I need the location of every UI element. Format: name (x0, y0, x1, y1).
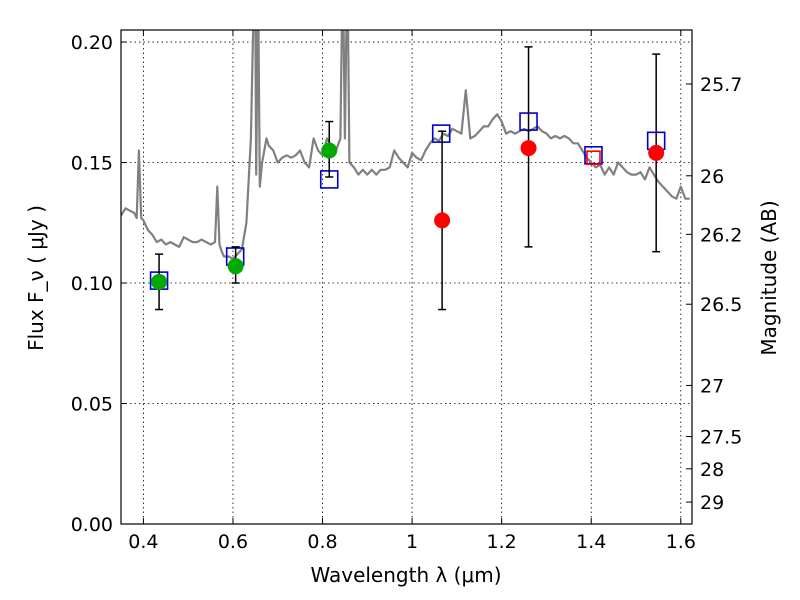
x-tick-label: 1.6 (666, 531, 696, 553)
right-tick-label: 28 (700, 459, 724, 481)
y-tick-label: 0.20 (71, 32, 113, 54)
x-tick-label: 1.4 (576, 531, 606, 553)
data-point (434, 212, 451, 229)
data-point (151, 273, 168, 290)
red-square-marker (586, 150, 601, 166)
data-point (227, 258, 244, 275)
x-tick-label: 0.4 (128, 531, 158, 553)
y-tick-label: 0.10 (71, 273, 113, 295)
y-tick-label: 0.15 (71, 153, 113, 175)
right-tick-label: 26 (700, 166, 724, 188)
y-axis-right-label: Magnitude (AB) (757, 200, 781, 355)
right-tick-label: 29 (700, 492, 724, 514)
data-point (648, 144, 665, 161)
data-point (520, 140, 537, 157)
y-axis-label: Flux F_ν ( μJy ) (24, 205, 48, 351)
data-layer (121, 30, 690, 311)
spectrum-line (121, 30, 690, 260)
y-tick-label: 0.05 (71, 394, 113, 416)
data-point (321, 142, 338, 159)
x-axis-label: Wavelength λ (μm) (310, 563, 501, 587)
x-tick-label: 1 (406, 531, 418, 553)
right-tick-label: 27.5 (700, 427, 742, 449)
plot-frame (120, 29, 693, 525)
x-tick-label: 0.6 (218, 531, 248, 553)
grid (121, 30, 692, 525)
right-tick-label: 26.2 (700, 224, 742, 246)
y-tick-label: 0.00 (71, 514, 113, 536)
ticks: 0.4 0.6 0.8 1 1.2 1.4 1.6 0.00 0.05 0.10 0.15 0.20 2… (71, 30, 742, 553)
right-tick-label: 26.5 (700, 294, 742, 316)
model-square-marker (431, 124, 451, 143)
x-tick-label: 1.2 (487, 531, 517, 553)
right-tick-label: 25.7 (700, 74, 742, 96)
right-tick-label: 27 (700, 375, 724, 397)
x-tick-label: 0.8 (307, 531, 337, 553)
